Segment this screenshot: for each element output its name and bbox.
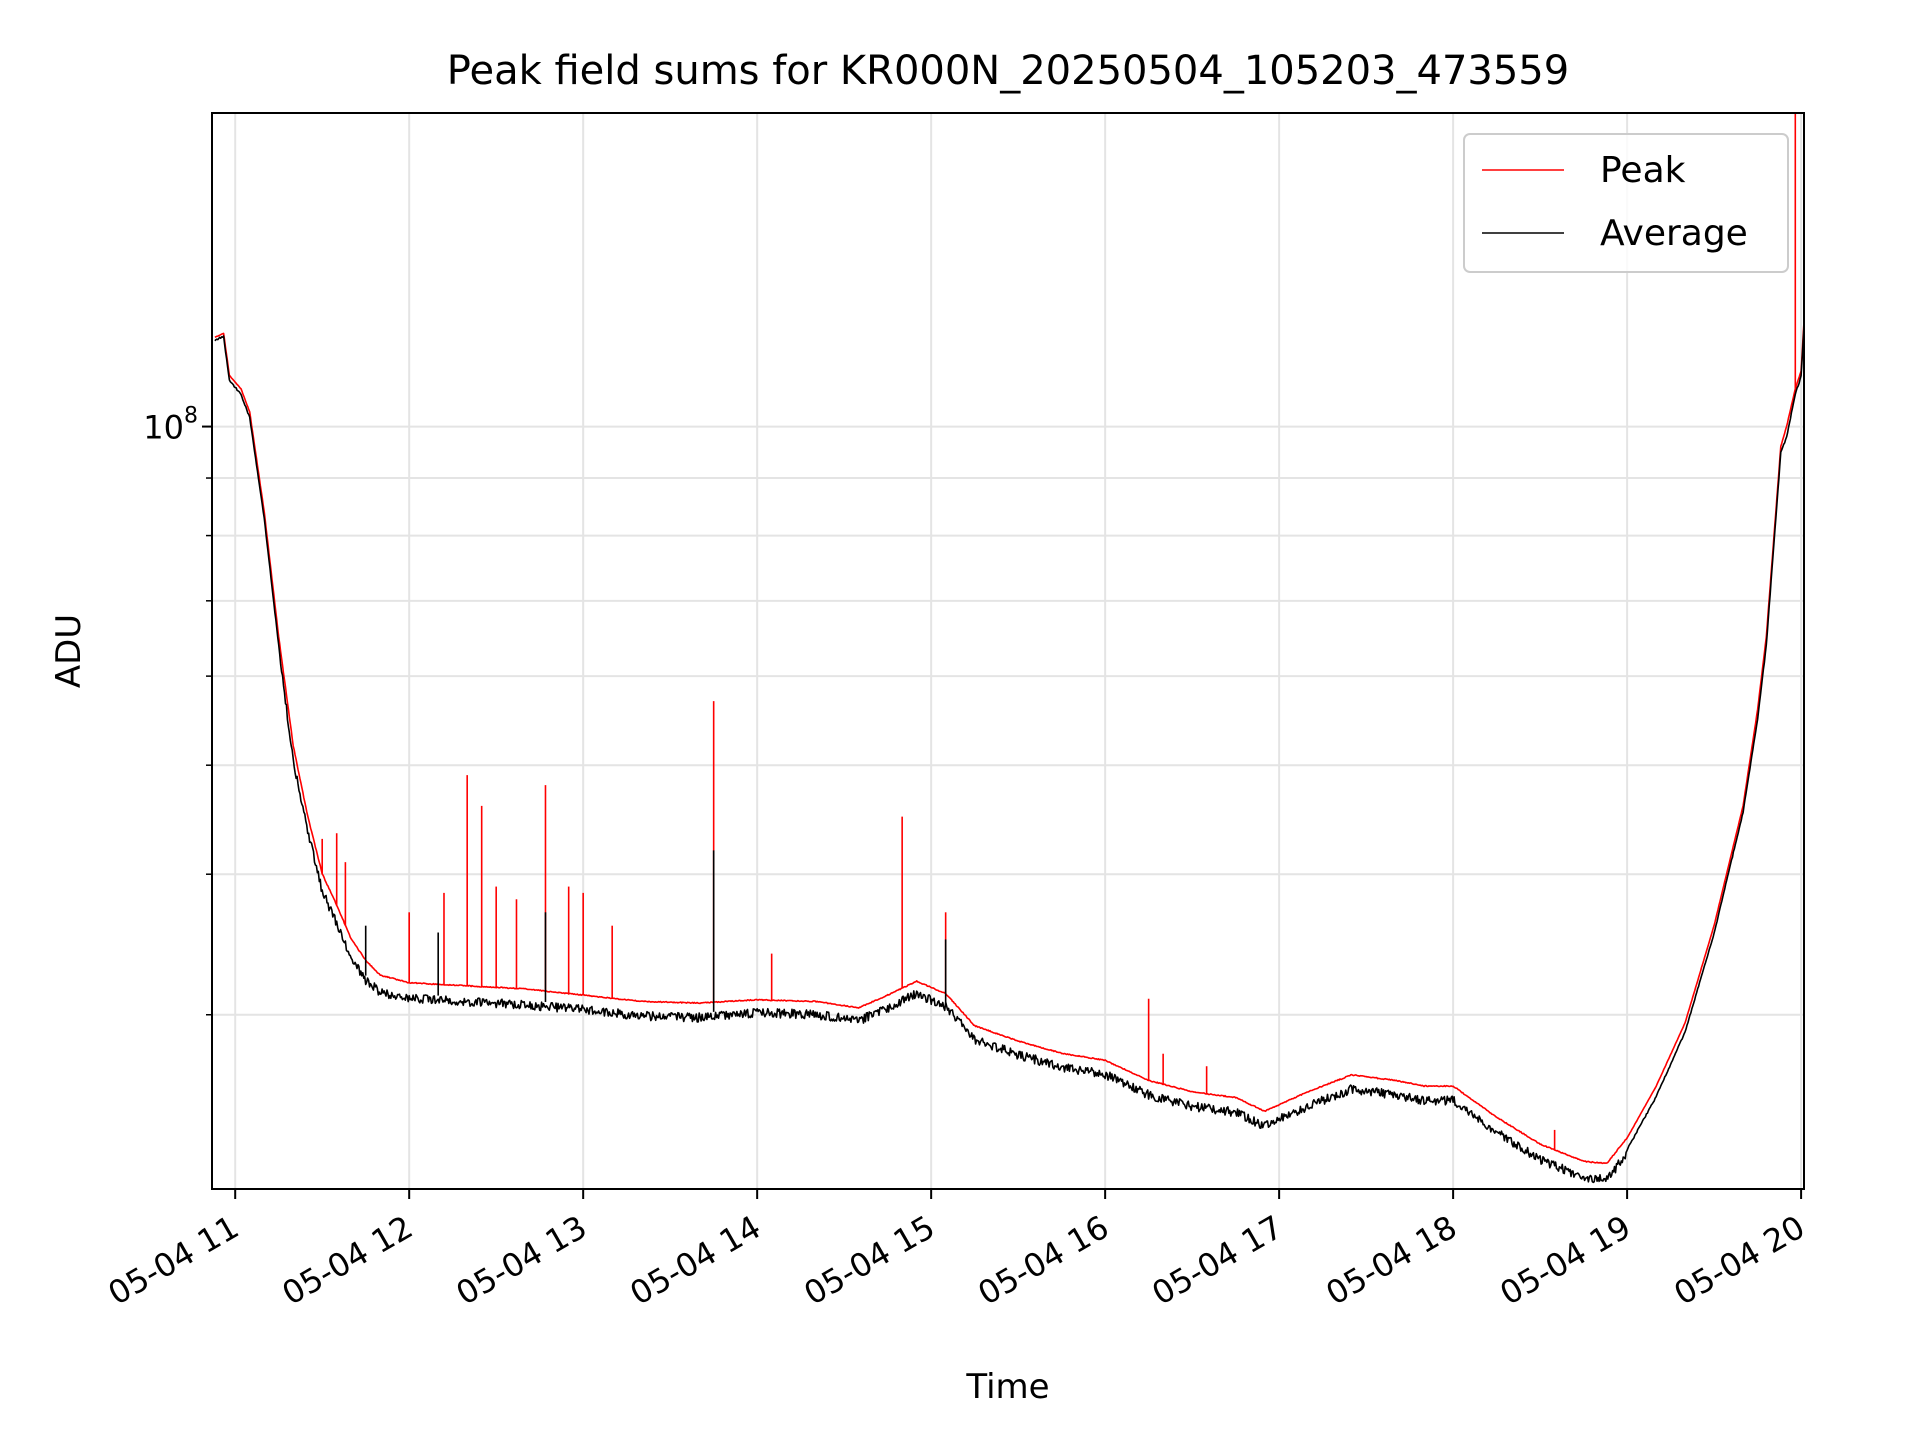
y-tick-label-exponent: 8 (184, 404, 198, 429)
x-axis-label: Time (965, 1367, 1049, 1407)
series-line-peak (214, 321, 1805, 1165)
legend-label-average: Average (1600, 213, 1748, 254)
y-axis-label: ADU (49, 614, 89, 688)
y-tick-label: 108 (143, 404, 198, 447)
legend: Peak Average (1463, 133, 1789, 273)
series-line-average (214, 325, 1805, 1184)
y-tick-label-base: 10 (143, 409, 184, 447)
legend-box (1463, 133, 1789, 273)
plot-frame (211, 112, 1805, 1190)
grid (212, 113, 1804, 1189)
legend-label-peak: Peak (1600, 150, 1686, 191)
chart-title: Peak field sums for KR000N_20250504_1052… (447, 48, 1569, 94)
plot-series (214, 113, 1805, 1184)
